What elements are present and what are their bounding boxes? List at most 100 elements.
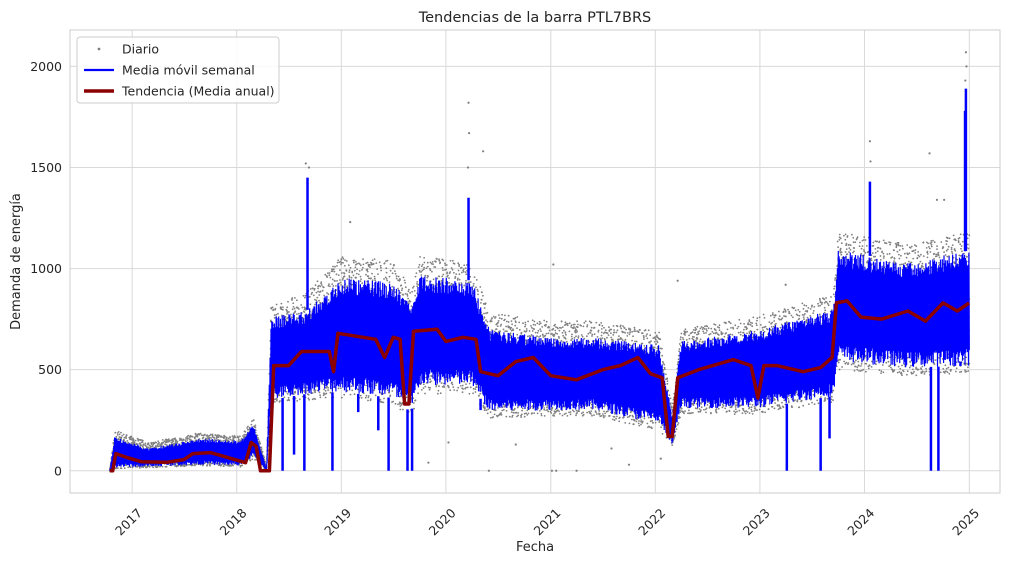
diario-point: [320, 282, 322, 285]
diario-point: [468, 281, 470, 284]
diario-point: [508, 415, 511, 418]
diario-point: [140, 444, 143, 447]
diario-point: [348, 275, 351, 277]
diario-point: [517, 412, 519, 414]
diario-point: [142, 466, 145, 469]
diario-point: [183, 465, 186, 467]
diario-point: [144, 442, 147, 445]
diario-point: [429, 378, 431, 381]
diario-point: [495, 328, 498, 330]
diario-point: [288, 311, 290, 313]
diario-point: [356, 388, 359, 391]
diario-point: [388, 275, 391, 278]
diario-point: [583, 337, 586, 340]
diario-point: [483, 316, 486, 319]
diario-point: [194, 437, 196, 440]
diario-point: [362, 392, 365, 395]
diario-point: [196, 435, 199, 438]
diario-point: [573, 323, 576, 326]
diario-point: [500, 414, 503, 416]
diario-point: [414, 294, 417, 297]
diario-point: [561, 326, 564, 328]
diario-point: [408, 309, 411, 311]
diario-point: [296, 400, 299, 402]
diario-point: [509, 332, 512, 335]
diario-point: [276, 399, 278, 402]
diario-point: [151, 445, 154, 447]
diario-point: [132, 437, 134, 440]
diario-point: [432, 278, 435, 281]
diario-point: [369, 399, 372, 402]
diario-point: [487, 408, 490, 411]
diario-point: [356, 262, 358, 265]
diario-point: [397, 403, 399, 406]
diario-point: [260, 448, 263, 451]
diario-point: [505, 415, 508, 418]
diario-point: [386, 259, 389, 262]
diario-point: [490, 416, 492, 419]
diario-point: [200, 434, 203, 437]
diario-point: [185, 437, 188, 440]
diario-point: [469, 386, 472, 389]
diario-point: [327, 272, 329, 275]
diario-point: [350, 385, 353, 388]
diario-point: [531, 319, 534, 322]
diario-point: [392, 267, 394, 270]
diario-point: [475, 386, 478, 388]
diario-point: [441, 275, 444, 278]
diario-point: [557, 327, 559, 330]
diario-point: [479, 392, 482, 395]
diario-point: [270, 307, 273, 310]
diario-point: [136, 465, 139, 468]
diario-point: [580, 334, 583, 336]
diario-point: [314, 303, 316, 306]
diario-point: [518, 329, 521, 331]
diario-point: [165, 444, 168, 446]
diario-point: [438, 259, 441, 262]
diario-point: [511, 323, 513, 326]
diario-point: [351, 270, 354, 273]
diario-point: [141, 439, 144, 442]
diario-point: [323, 388, 325, 391]
diario-point: [424, 392, 426, 395]
diario-point: [378, 261, 381, 264]
diario-point: [414, 399, 417, 402]
diario-point: [422, 383, 425, 386]
diario-point: [294, 391, 297, 394]
diario-point: [260, 446, 263, 449]
diario-point: [472, 285, 475, 287]
diario-point: [123, 436, 126, 439]
diario-point: [399, 279, 401, 281]
diario-point: [432, 263, 434, 266]
diario-point: [472, 387, 475, 390]
diario-point: [563, 329, 565, 332]
diario-point: [548, 329, 551, 332]
diario-point: [306, 386, 308, 389]
diario-point: [446, 271, 449, 274]
diario-point: [329, 391, 332, 394]
diario-point: [371, 272, 373, 275]
diario-point: [447, 386, 450, 389]
diario-point: [129, 466, 132, 469]
diario-point: [457, 277, 459, 280]
diario-point: [435, 385, 438, 388]
diario-point: [123, 467, 126, 470]
diario-point: [561, 331, 564, 334]
diario-point: [244, 430, 247, 433]
diario-point: [394, 270, 396, 272]
diario-point: [420, 274, 423, 276]
diario-point: [540, 330, 542, 332]
diario-point: [374, 394, 377, 397]
diario-point: [539, 335, 542, 337]
diario-point: [554, 329, 557, 332]
diario-point: [301, 306, 304, 309]
diario-point: [426, 261, 429, 264]
diario-point: [165, 465, 168, 468]
diario-point: [342, 262, 344, 264]
diario-point: [577, 323, 579, 326]
diario-point: [366, 270, 369, 273]
diario-point: [573, 410, 575, 413]
diario-point: [486, 324, 489, 327]
diario-point: [292, 302, 295, 305]
diario-point: [431, 270, 433, 273]
